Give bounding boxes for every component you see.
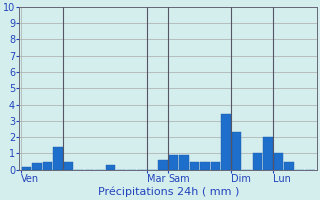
Bar <box>64 162 73 170</box>
Bar <box>263 137 273 170</box>
Bar <box>43 162 52 170</box>
Bar <box>200 162 210 170</box>
Bar <box>53 147 63 170</box>
Bar <box>190 162 199 170</box>
X-axis label: Précipitations 24h ( mm ): Précipitations 24h ( mm ) <box>98 187 239 197</box>
Bar <box>284 162 294 170</box>
Bar <box>253 153 262 170</box>
Bar <box>211 162 220 170</box>
Bar <box>22 167 31 170</box>
Bar <box>274 153 283 170</box>
Bar <box>32 163 42 170</box>
Bar <box>179 155 189 170</box>
Bar <box>232 132 241 170</box>
Bar <box>169 155 178 170</box>
Bar <box>158 160 168 170</box>
Bar <box>221 114 231 170</box>
Bar <box>106 165 115 170</box>
